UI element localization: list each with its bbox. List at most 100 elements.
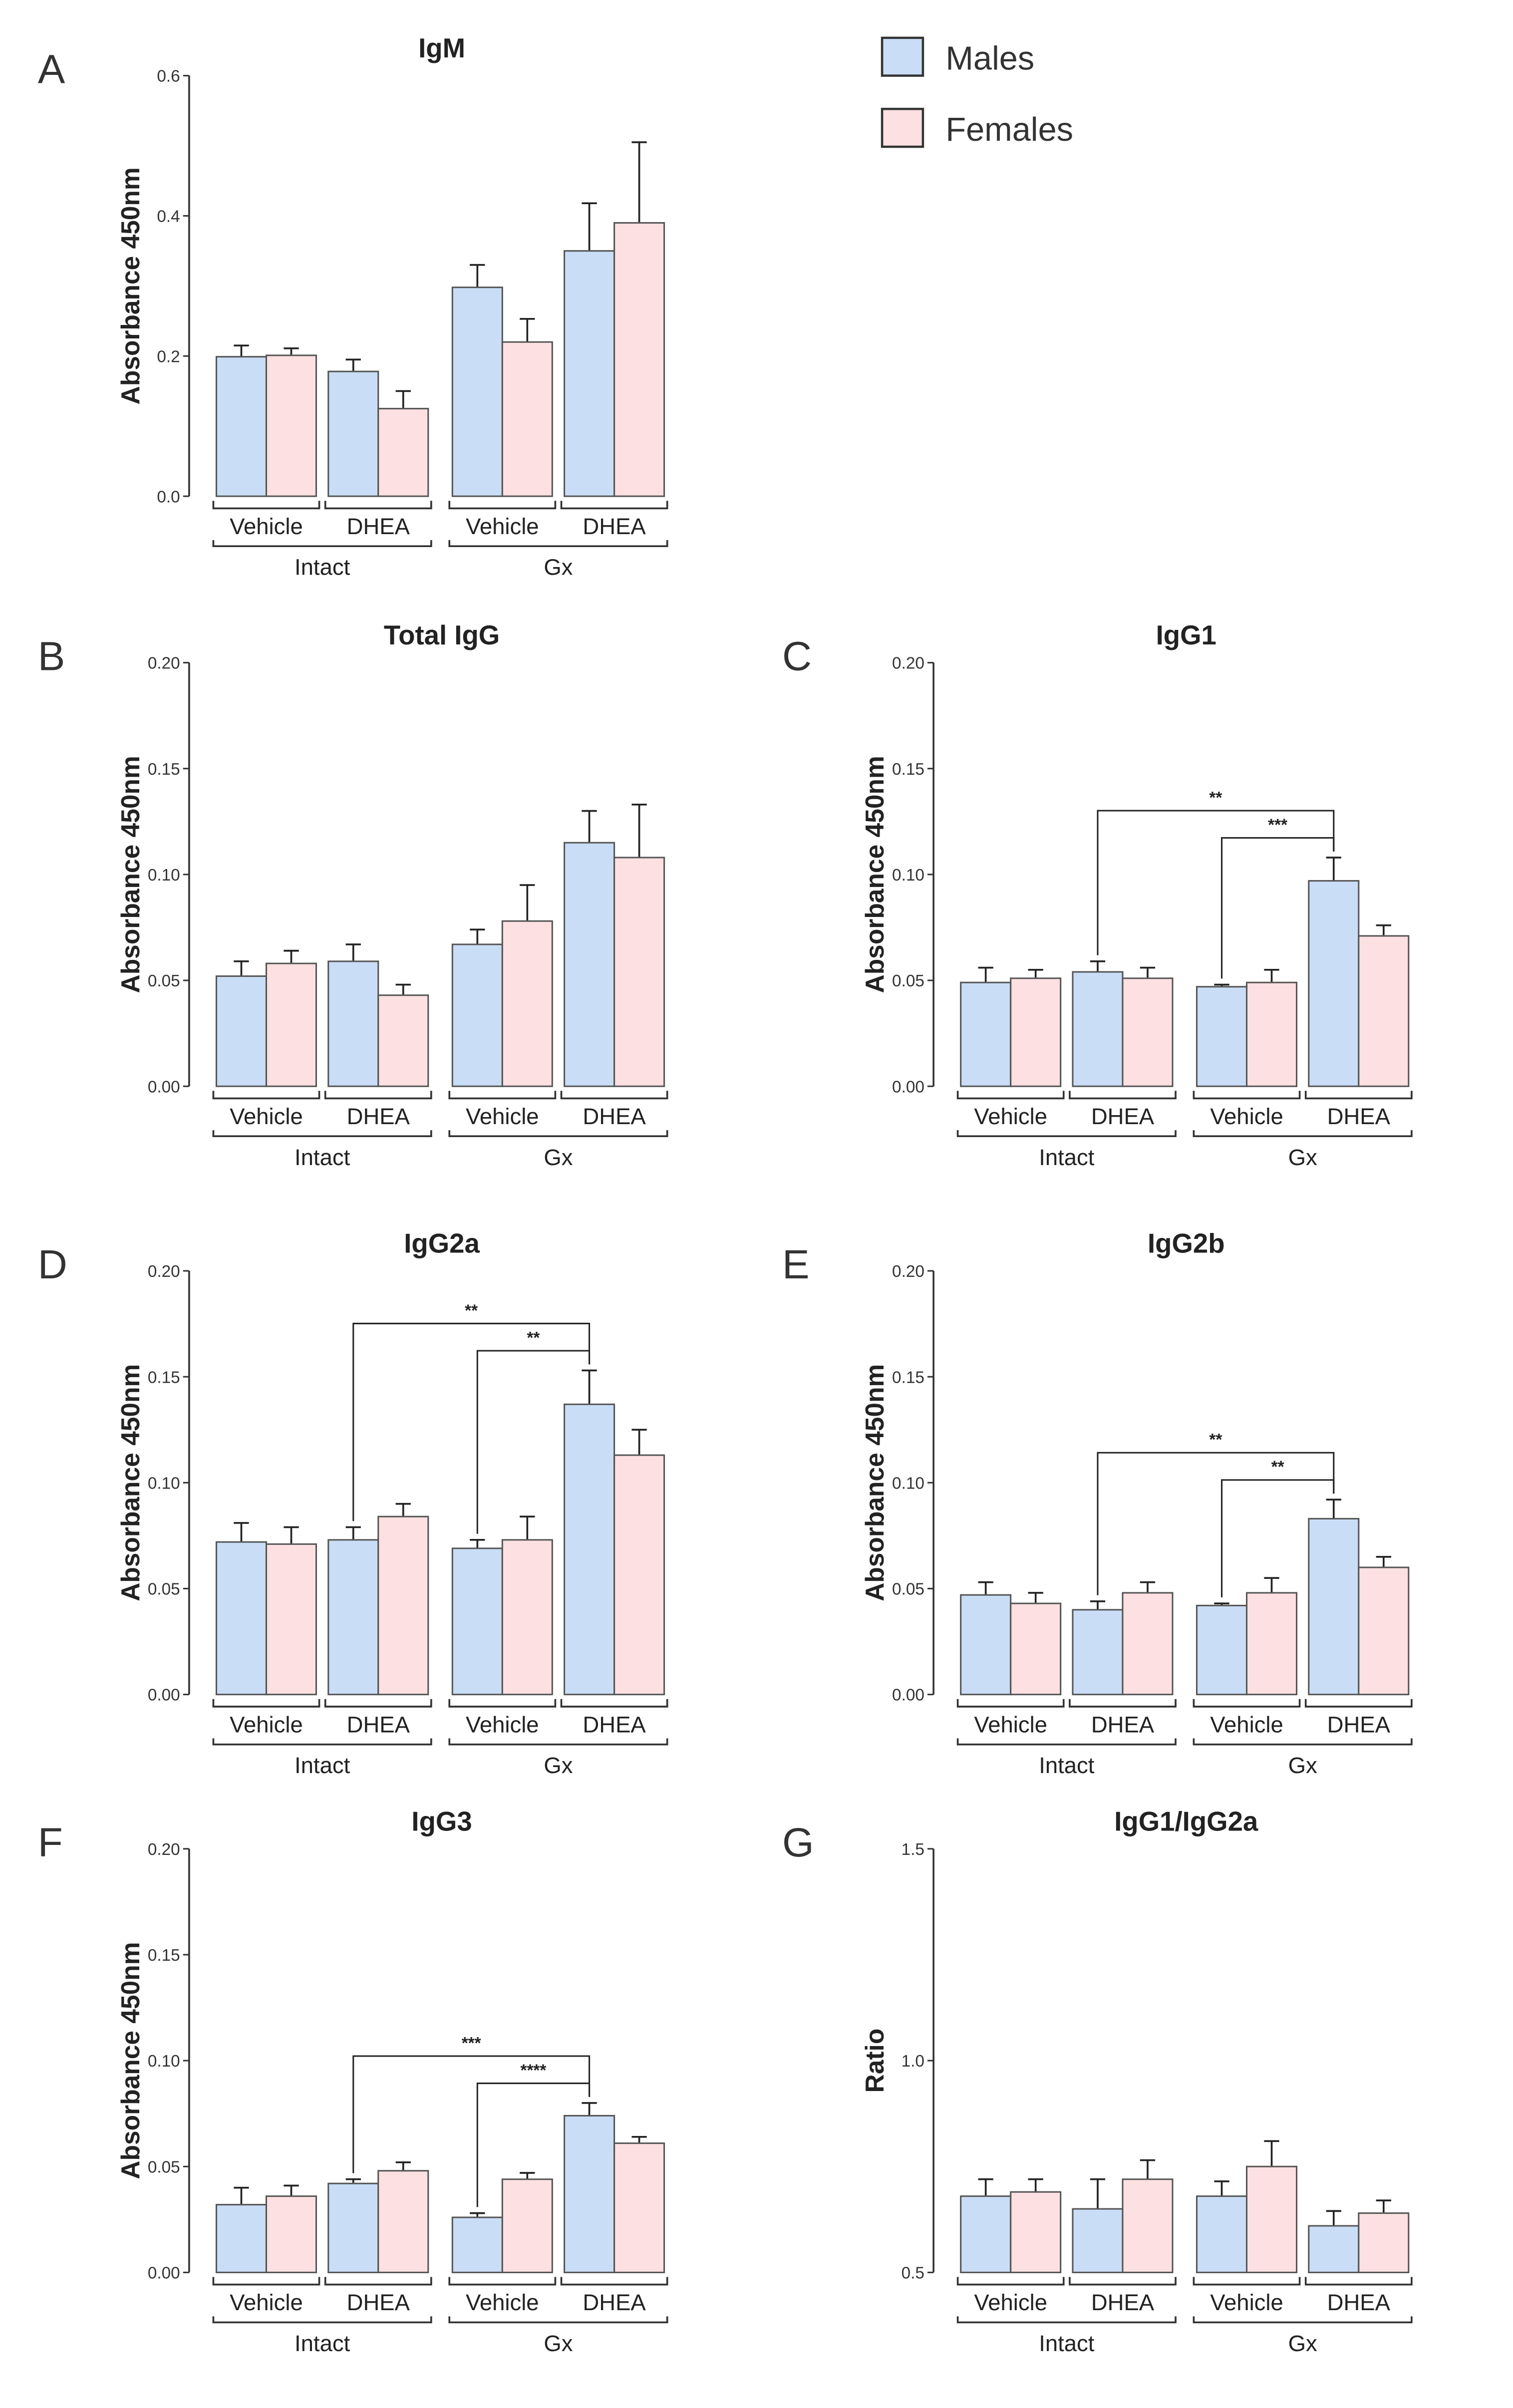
group-label: Gx: [544, 1753, 573, 1778]
panel-c: C IgG1 Absorbance 450nm 0.00 0.05 0.10 0.15 0.2…: [782, 620, 1413, 1170]
bar-males: [960, 981, 1012, 1087]
category-bracket: [212, 2277, 320, 2286]
bar-males: [564, 2114, 615, 2273]
bar-females: [1358, 935, 1410, 1087]
category-bracket: [324, 501, 432, 510]
group-bracket: [1193, 1130, 1413, 1138]
panel-letter: A: [38, 47, 65, 92]
bar-males: [215, 1541, 267, 1696]
group-label: Intact: [1039, 1145, 1095, 1170]
bar-males: [327, 2182, 379, 2273]
legend-label-females: Females: [945, 111, 1073, 148]
significance-label: **: [1209, 789, 1222, 807]
bar-males: [960, 2195, 1012, 2273]
panel-title: IgM: [418, 33, 465, 63]
category-label: Vehicle: [1210, 1712, 1283, 1737]
group-label: Intact: [295, 555, 350, 580]
category-bracket: [212, 501, 320, 510]
y-tick-label: 1.0: [902, 2052, 924, 2071]
bar-males: [1308, 1517, 1360, 1696]
bar-females: [377, 408, 429, 497]
panel-a: A IgM Absorbance 450nm 0.0 0.2 0.4 0.6 Vehicle D…: [38, 33, 668, 580]
group-bracket: [212, 1130, 432, 1138]
category-label: Vehicle: [974, 1712, 1047, 1737]
bar-males: [1196, 986, 1248, 1087]
group-label: Gx: [544, 555, 573, 580]
panel-letter: F: [38, 1820, 63, 1865]
y-axis-label: Absorbance 450nm: [860, 756, 889, 993]
bar-females: [265, 2195, 317, 2273]
bar-males: [564, 842, 615, 1087]
category-bracket: [1069, 1699, 1177, 1708]
category-bracket: [560, 2277, 668, 2286]
bar-females: [501, 341, 553, 497]
category-bracket: [1069, 1091, 1177, 1100]
category-label: DHEA: [1327, 2290, 1391, 2315]
panel-title: IgG2a: [404, 1228, 480, 1259]
significance-bracket: [352, 2055, 591, 2173]
group-label: Intact: [295, 1753, 350, 1778]
bar-females: [265, 354, 317, 497]
category-label: Vehicle: [466, 1104, 539, 1129]
y-tick-label: 0.20: [148, 654, 180, 673]
y-tick-label: 0.00: [148, 2264, 180, 2283]
group-label: Gx: [544, 1145, 573, 1170]
bar-females: [265, 962, 317, 1087]
bar-females: [613, 222, 665, 497]
bar-males: [1196, 1604, 1248, 1696]
y-tick-label: 0.20: [148, 1262, 180, 1281]
legend-swatch-males: [881, 36, 924, 77]
y-tick-label: 0.05: [892, 972, 924, 990]
bar-males: [451, 1547, 503, 1696]
category-label: Vehicle: [974, 2290, 1047, 2315]
category-label: DHEA: [1327, 1712, 1391, 1737]
category-bracket: [560, 1091, 668, 1100]
bar-females: [1358, 1566, 1410, 1696]
significance-bracket: [476, 2083, 591, 2207]
panel-letter: E: [782, 1242, 810, 1287]
group-label: Intact: [295, 2331, 350, 2356]
category-label: Vehicle: [466, 1712, 539, 1737]
significance-label: **: [465, 1301, 478, 1320]
category-label: Vehicle: [466, 514, 539, 539]
group-bracket: [212, 1738, 432, 1746]
bar-males: [215, 975, 267, 1087]
significance-label: **: [1209, 1431, 1222, 1449]
bar-males: [564, 1403, 615, 1696]
group-bracket: [448, 2316, 668, 2324]
category-bracket: [1304, 1091, 1413, 1100]
bar-females: [1010, 977, 1062, 1087]
panel-letter: B: [38, 634, 65, 679]
category-bracket: [560, 1699, 668, 1708]
group-label: Intact: [1039, 2331, 1095, 2356]
y-tick-label: 0.05: [148, 1580, 180, 1599]
category-label: DHEA: [583, 1712, 646, 1737]
y-axis-label: Absorbance 450nm: [116, 1942, 145, 2179]
group-bracket: [956, 1130, 1177, 1138]
category-bracket: [324, 1699, 432, 1708]
panel-d: D IgG2a Absorbance 450nm 0.00 0.05 0.10 0.15 0.…: [38, 1228, 668, 1778]
category-label: DHEA: [347, 2290, 410, 2315]
bar-females: [613, 1454, 665, 1696]
bar-females: [377, 1515, 429, 1696]
significance-bracket: [1220, 837, 1335, 979]
bar-females: [377, 994, 429, 1087]
category-label: DHEA: [347, 1712, 410, 1737]
group-bracket: [448, 1130, 668, 1138]
panel-letter: D: [38, 1242, 67, 1287]
category-label: DHEA: [347, 1104, 410, 1129]
group-bracket: [956, 1738, 1177, 1746]
bar-females: [613, 2142, 665, 2273]
group-bracket: [212, 2316, 432, 2324]
group-label: Intact: [1039, 1753, 1095, 1778]
panel-title: IgG2b: [1148, 1228, 1225, 1259]
bar-females: [501, 920, 553, 1087]
category-bracket: [560, 501, 668, 510]
y-tick-label: 1.5: [902, 1840, 924, 1859]
y-axis-label: Absorbance 450nm: [116, 1364, 145, 1601]
bar-females: [265, 1543, 317, 1696]
category-bracket: [1193, 1091, 1301, 1100]
panel-title: IgG1/IgG2a: [1114, 1806, 1258, 1836]
y-tick-label: 0.4: [157, 208, 180, 226]
panel-letter: C: [782, 634, 812, 679]
